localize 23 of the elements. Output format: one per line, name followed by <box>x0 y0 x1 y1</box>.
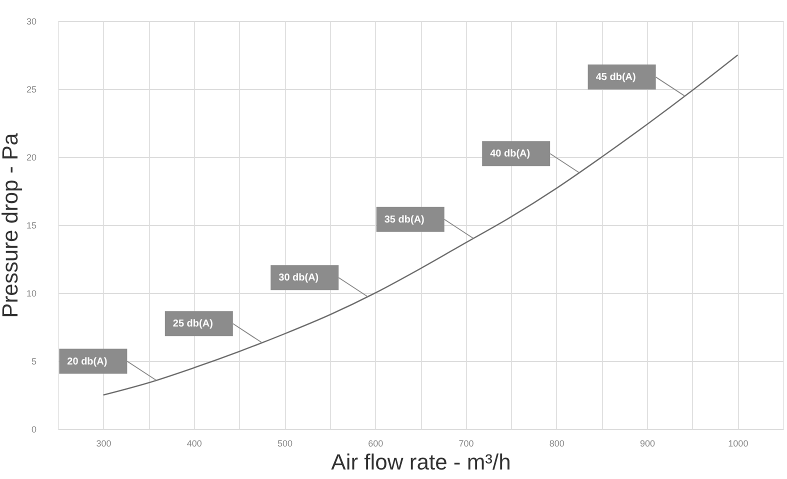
x-axis-title: Air flow rate - m³/h <box>331 450 511 474</box>
annotation: 45 db(A) <box>596 72 636 84</box>
y-tick-label: 20 <box>26 152 36 162</box>
annotation: 35 db(A) <box>384 214 424 226</box>
x-tick-label: 800 <box>549 438 564 448</box>
annotation: 20 db(A) <box>67 356 108 368</box>
x-tick-label: 700 <box>458 438 474 448</box>
y-axis-title: Pressure drop - Pa <box>0 132 22 318</box>
x-tick-label: 500 <box>278 438 293 448</box>
annotation: 40 db(A) <box>490 148 530 160</box>
x-tick-label: 400 <box>186 438 202 448</box>
x-tick-label: 1000 <box>728 438 748 448</box>
y-tick-label: 0 <box>31 424 36 434</box>
annotation: 30 db(A) <box>278 272 319 284</box>
y-tick-label: 5 <box>31 356 36 366</box>
y-tick-label: 30 <box>26 16 36 26</box>
annotation: 25 db(A) <box>172 318 213 330</box>
x-tick-label: 600 <box>368 438 384 448</box>
y-tick-label: 10 <box>26 288 36 298</box>
x-tick-label: 300 <box>96 438 112 448</box>
y-tick-label: 25 <box>26 84 36 94</box>
x-tick-label: 900 <box>640 438 656 448</box>
y-tick-label: 15 <box>26 220 36 230</box>
